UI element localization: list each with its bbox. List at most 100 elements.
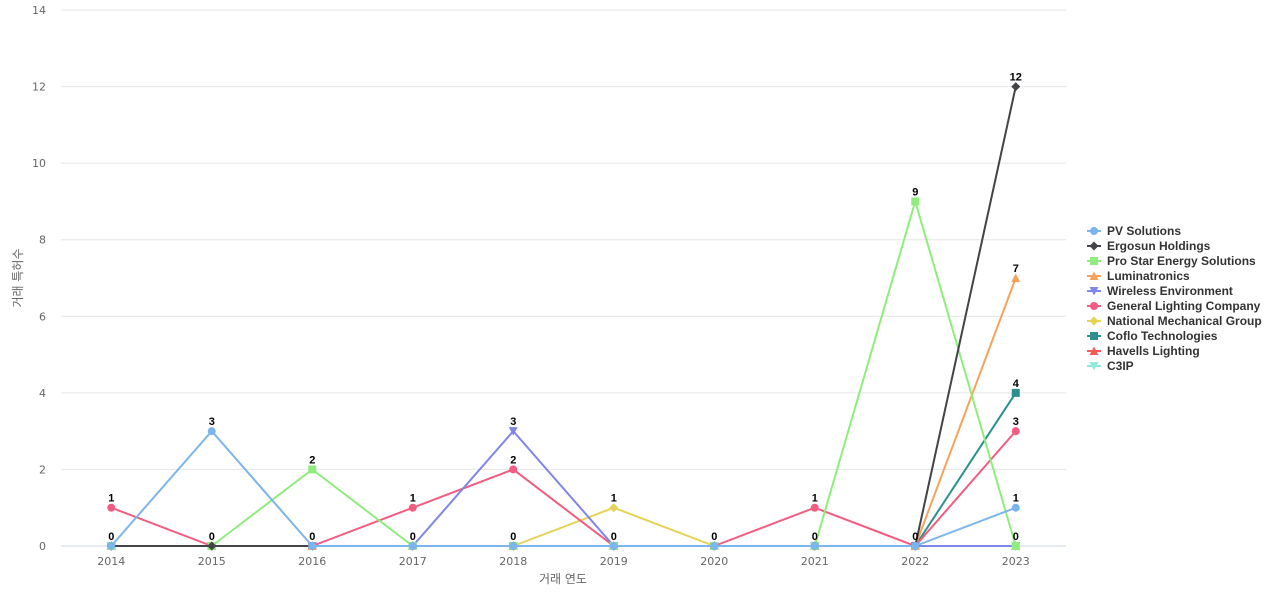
legend-label: Coflo Technologies <box>1107 329 1218 343</box>
y-tick-label: 0 <box>39 540 46 553</box>
data-point <box>207 427 216 436</box>
data-label: 3 <box>1013 416 1019 428</box>
x-tick-label: 2018 <box>499 555 527 568</box>
series-national-mechanical-group <box>106 503 1021 551</box>
data-point <box>609 503 619 513</box>
data-point <box>609 542 618 550</box>
series-group <box>106 82 1021 551</box>
data-label: 7 <box>1013 263 1019 275</box>
data-label: 0 <box>711 531 717 543</box>
data-point <box>710 542 719 550</box>
series-pv-solutions <box>107 427 1020 550</box>
data-label: 1 <box>410 493 416 505</box>
data-point <box>810 503 819 512</box>
legend-item[interactable]: Ergosun Holdings <box>1087 239 1211 253</box>
data-point <box>509 542 518 550</box>
data-label: 2 <box>510 454 516 466</box>
data-point <box>1011 503 1020 512</box>
series-pro-star-energy-solutions <box>107 197 1020 550</box>
data-label: 0 <box>209 531 215 543</box>
data-point <box>911 197 920 206</box>
data-labels: 1 0 3 0 2 0 1 0 3 2 0 1 0 0 1 0 9 0 12 7 4 3 1 0 <box>108 72 1022 543</box>
legend-label: Pro Star Energy Solutions <box>1107 254 1256 268</box>
data-point <box>207 541 217 551</box>
series-line <box>111 430 1016 547</box>
legend-label: C3IP <box>1107 359 1134 373</box>
data-point <box>1011 82 1021 92</box>
y-tick-label: 12 <box>32 81 46 94</box>
y-tick-label: 8 <box>39 234 46 247</box>
legend-symbol <box>1090 227 1098 235</box>
legend-item[interactable]: Pro Star Energy Solutions <box>1087 254 1256 268</box>
x-tick-label: 2020 <box>700 555 728 568</box>
data-label: 3 <box>510 416 516 428</box>
legend-symbol <box>1090 302 1098 310</box>
data-point <box>509 465 518 474</box>
data-label: 3 <box>209 416 215 428</box>
data-point <box>508 427 518 436</box>
legend-label: National Mechanical Group <box>1107 314 1262 328</box>
legend-item[interactable]: Luminatronics <box>1087 269 1190 283</box>
data-point <box>1011 542 1020 550</box>
series-line <box>110 430 1017 547</box>
x-tick-label: 2017 <box>399 555 427 568</box>
data-label: 0 <box>309 531 315 543</box>
data-point <box>810 542 819 550</box>
series-line <box>111 506 1016 547</box>
legend-label: PV Solutions <box>1107 224 1181 238</box>
y-tick-label: 14 <box>32 4 46 17</box>
legend-item[interactable]: General Lighting Company <box>1087 299 1261 313</box>
data-label: 0 <box>1013 531 1019 543</box>
legend-item[interactable]: PV Solutions <box>1087 224 1181 238</box>
data-label: 4 <box>1013 378 1020 390</box>
data-point <box>308 465 317 474</box>
data-point <box>408 542 417 550</box>
legend-item[interactable]: C3IP <box>1087 359 1134 373</box>
x-tick-label: 2022 <box>901 555 929 568</box>
x-tick-label: 2023 <box>1002 555 1030 568</box>
legend-symbol <box>1089 241 1099 251</box>
data-point <box>1011 273 1021 282</box>
data-label: 0 <box>611 531 617 543</box>
data-point <box>1011 388 1020 397</box>
y-tick-label: 6 <box>39 310 46 323</box>
x-tick-label: 2019 <box>600 555 628 568</box>
x-tick-label: 2016 <box>298 555 326 568</box>
y-tick-label: 4 <box>39 387 46 400</box>
series-wireless-environment <box>106 427 1021 551</box>
legend-item[interactable]: Wireless Environment <box>1087 284 1233 298</box>
data-label: 9 <box>912 186 918 198</box>
data-point <box>107 503 116 512</box>
data-label: 0 <box>410 531 416 543</box>
legend-label: Havells Lighting <box>1107 344 1200 358</box>
data-label: 0 <box>812 531 818 543</box>
legend-item[interactable]: Havells Lighting <box>1087 344 1200 358</box>
y-axis: 0 2 4 6 8 10 12 14 <box>32 4 46 553</box>
legend-item[interactable]: National Mechanical Group <box>1087 314 1262 328</box>
series-line <box>111 200 1017 547</box>
x-tick-label: 2015 <box>198 555 226 568</box>
data-label: 1 <box>1013 493 1019 505</box>
data-label: 1 <box>611 493 617 505</box>
y-axis-title: 거래 특허수 <box>11 248 25 307</box>
legend-item[interactable]: Coflo Technologies <box>1087 329 1218 343</box>
y-tick-label: 2 <box>39 463 46 476</box>
data-label: 1 <box>108 493 114 505</box>
data-label: 0 <box>912 531 918 543</box>
series-line <box>111 277 1017 547</box>
legend-symbol <box>1090 257 1098 265</box>
data-point <box>1011 427 1020 436</box>
legend-symbol <box>1090 332 1098 340</box>
x-tick-label: 2014 <box>97 555 125 568</box>
y-tick-label: 10 <box>32 157 46 170</box>
legend-symbol <box>1089 362 1099 371</box>
data-point <box>308 542 317 550</box>
data-point <box>911 542 920 550</box>
data-label: 2 <box>309 454 315 466</box>
legend-label: Luminatronics <box>1107 269 1190 283</box>
legend-symbol <box>1089 346 1099 355</box>
legend-label: Ergosun Holdings <box>1107 239 1211 253</box>
data-label: 0 <box>510 531 516 543</box>
